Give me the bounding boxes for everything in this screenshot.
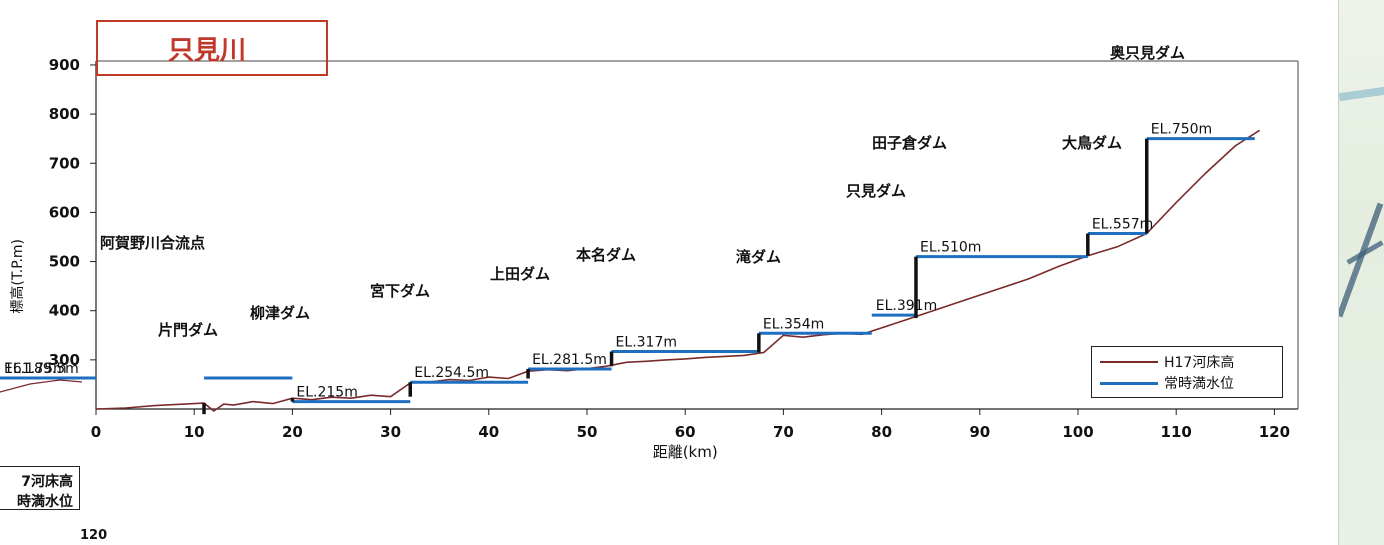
left-riverbed-line — [0, 379, 83, 393]
stray-tick-label: 120 — [80, 528, 108, 543]
water-level-label: EL.510m — [920, 240, 981, 256]
legend-item-water-level: 常時満水位 — [1100, 373, 1234, 393]
x-tick-label: 50 — [577, 423, 598, 441]
water-level-label: EL.281.5m — [532, 352, 607, 368]
side-legend-line1: 7河床高 — [21, 474, 73, 490]
series-riverbed-line — [95, 129, 1261, 412]
water-level-label: EL.189.5m — [4, 361, 79, 377]
chart-title-box: 只見川 — [96, 20, 328, 76]
side-legend: 7河床高 時満水位 — [0, 466, 80, 510]
water-level-label: EL.750m — [1151, 122, 1212, 138]
y-axis-label: 標高(T.P.m) — [9, 239, 26, 314]
dam-label: 片門ダム — [158, 321, 218, 339]
map-river — [1339, 86, 1384, 102]
x-tick-label: 20 — [282, 423, 303, 441]
dam-label: 奥只見ダム — [1110, 44, 1185, 62]
legend-label-water-level: 常時満水位 — [1164, 376, 1234, 392]
y-tick-label: 800 — [49, 105, 80, 123]
x-tick-label: 110 — [1161, 423, 1192, 441]
y-tick-label: 700 — [49, 154, 80, 172]
x-tick-label: 60 — [675, 423, 696, 441]
x-tick-label: 40 — [478, 423, 499, 441]
map-strip — [1338, 0, 1384, 545]
legend-swatch-riverbed — [1100, 361, 1158, 363]
x-tick-label: 100 — [1062, 423, 1093, 441]
x-tick-label: 80 — [871, 423, 892, 441]
x-tick-label: 30 — [380, 423, 401, 441]
side-legend-line2: 時満水位 — [17, 494, 73, 510]
legend-label-riverbed: H17河床高 — [1164, 355, 1235, 371]
water-level-label: EL.215m — [296, 385, 357, 401]
water-level-label: EL.391m — [876, 298, 937, 314]
map-road — [1339, 202, 1384, 318]
water-level-label: EL.354m — [763, 316, 824, 332]
dam-label: 大鳥ダム — [1062, 134, 1122, 152]
y-tick-label: 400 — [49, 302, 80, 320]
y-tick-label: 500 — [49, 253, 80, 271]
chart-title: 只見川 — [168, 35, 247, 66]
legend-item-riverbed: H17河床高 — [1100, 352, 1234, 372]
dam-label: 滝ダム — [736, 248, 781, 266]
water-level-label: EL.557m — [1092, 217, 1153, 233]
y-tick-label: 600 — [49, 203, 80, 221]
water-level-label: EL.317m — [616, 334, 677, 350]
dam-label: 宮下ダム — [370, 282, 430, 300]
x-tick-label: 90 — [969, 423, 990, 441]
x-tick-label: 0 — [91, 423, 101, 441]
dam-label: 只見ダム — [846, 182, 906, 200]
chart-canvas: 300 400 500 600 700 800 900 0 10 20 30 40 50 60 70 80 90… — [0, 44, 1299, 461]
water-level-label: EL.254.5m — [414, 365, 489, 381]
x-tick-label: 10 — [184, 423, 205, 441]
dam-label: 上田ダム — [490, 265, 550, 283]
x-tick-label: 120 — [1259, 423, 1290, 441]
confluence-annotation: 阿賀野川合流点 — [100, 234, 205, 252]
dam-label: 柳津ダム — [250, 304, 310, 322]
legend-swatch-water-level — [1100, 381, 1158, 385]
dam-label: 本名ダム — [576, 246, 636, 264]
water-level-label: 161.75m — [4, 361, 67, 377]
x-tick-label: 70 — [773, 423, 794, 441]
dam-label: 田子倉ダム — [872, 134, 947, 152]
y-tick-label: 900 — [49, 56, 80, 74]
x-axis-label: 距離(km) — [653, 443, 718, 461]
y-tick-label: 300 — [49, 351, 80, 369]
legend: H17河床高 常時満水位 — [1091, 346, 1283, 398]
